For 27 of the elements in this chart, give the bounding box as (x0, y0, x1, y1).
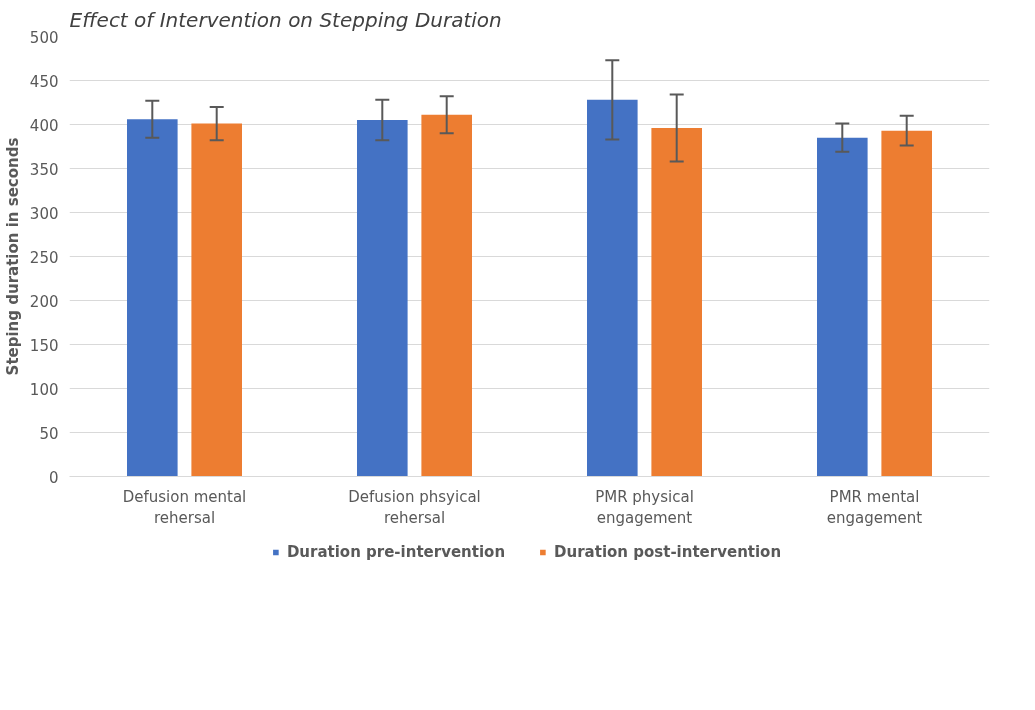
bar (817, 137, 868, 477)
y-tick-label: 200 (29, 292, 59, 311)
x-tick-label: PMR mental engagement (826, 487, 923, 528)
bar (587, 99, 638, 477)
y-tick-label: 350 (29, 160, 59, 179)
y-tick-label: 300 (29, 204, 59, 223)
bar (357, 120, 408, 477)
y-tick-label: 100 (29, 380, 59, 399)
x-tick-label: Defusion phsyical rehersal (348, 487, 481, 528)
bar (127, 119, 178, 477)
y-tick-label: 400 (29, 116, 59, 135)
y-tick-label: 0 (48, 468, 59, 487)
bar (881, 130, 932, 477)
y-tick-label: 250 (29, 248, 59, 267)
legend-label: Duration pre-intervention (286, 543, 506, 561)
y-tick-label: 450 (29, 72, 59, 91)
legend-label: Duration post-intervention (554, 543, 782, 561)
y-tick-label: 500 (29, 28, 59, 47)
x-tick-label: PMR physical engagement (595, 487, 694, 528)
bar (421, 114, 472, 477)
bar (651, 128, 702, 477)
y-axis-title: Steping duration in seconds (3, 137, 22, 376)
y-tick-label: 50 (39, 424, 59, 443)
x-tick-label: Defusion mental rehersal (122, 487, 247, 528)
y-tick-label: 150 (29, 336, 59, 355)
chart-title: Effect of Intervention on Stepping Duration (69, 7, 502, 32)
bar (191, 123, 242, 477)
